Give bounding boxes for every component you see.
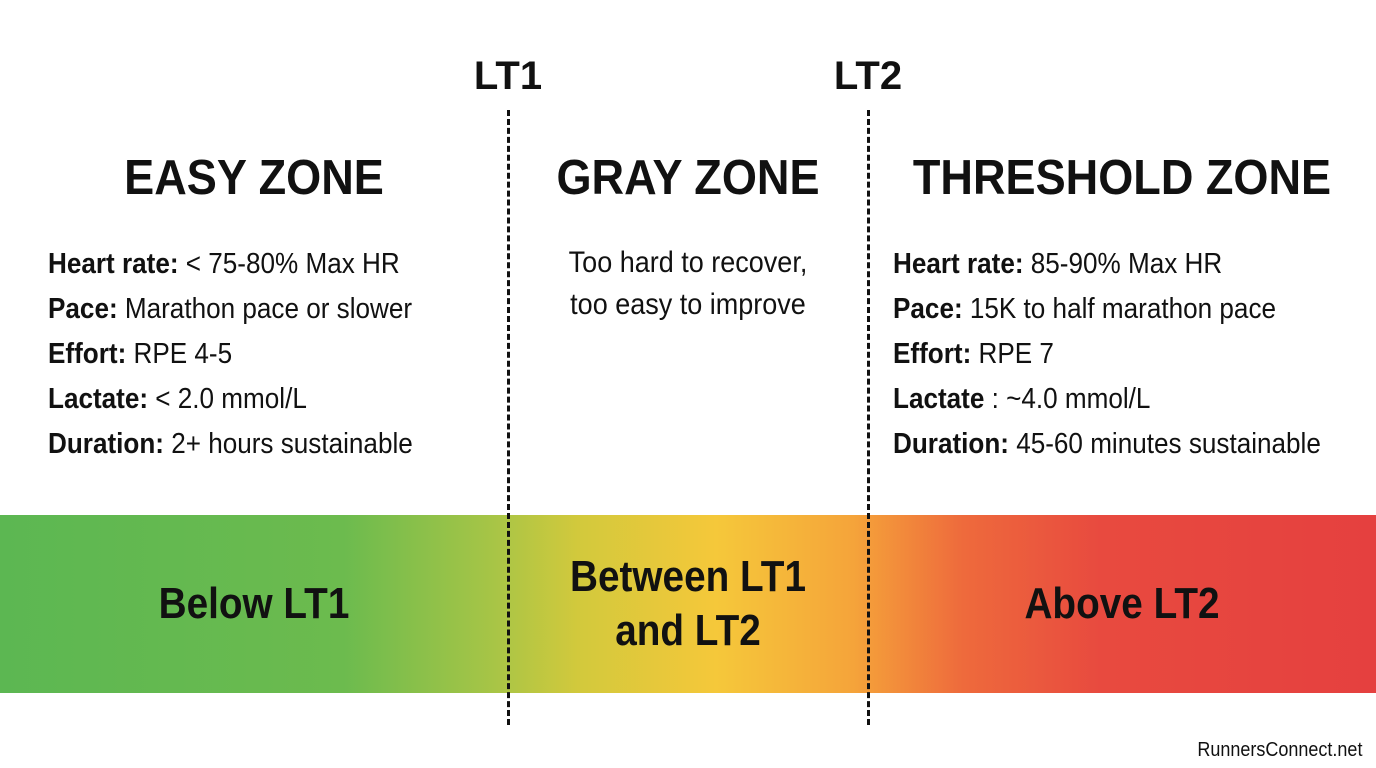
zone-band: Below LT1 Between LT1 and LT2 Above LT2 bbox=[0, 515, 1376, 693]
detail-label: Pace: bbox=[893, 293, 963, 325]
detail-label: Lactate bbox=[893, 383, 985, 415]
band-label-line: Below LT1 bbox=[158, 579, 350, 628]
detail-row: Pace: Marathon pace or slower bbox=[48, 287, 413, 332]
zone-description: Too hard to recover, too easy to improve bbox=[526, 242, 850, 326]
detail-value: 2+ hours sustainable bbox=[171, 428, 413, 460]
detail-label: Effort: bbox=[48, 338, 127, 370]
zone-title: EASY ZONE bbox=[124, 151, 384, 205]
threshold-label: LT1 bbox=[473, 54, 543, 98]
band-label: Above LT2 bbox=[898, 577, 1345, 631]
detail-row: Duration: 2+ hours sustainable bbox=[48, 422, 413, 467]
detail-value: : ~4.0 mmol/L bbox=[991, 383, 1151, 415]
band-label-line: and LT2 bbox=[615, 606, 761, 655]
detail-label: Lactate: bbox=[48, 383, 149, 415]
detail-label: Effort: bbox=[893, 338, 972, 370]
detail-label: Pace: bbox=[48, 293, 118, 325]
detail-value: 85-90% Max HR bbox=[1030, 248, 1223, 280]
threshold-line bbox=[867, 110, 870, 725]
band-label: Below LT1 bbox=[30, 577, 477, 631]
detail-value: < 75-80% Max HR bbox=[185, 248, 400, 280]
detail-label: Heart rate: bbox=[48, 248, 179, 280]
detail-row: Duration: 45-60 minutes sustainable bbox=[893, 422, 1321, 467]
detail-row: Lactate: ~4.0 mmol/L bbox=[893, 377, 1321, 422]
detail-row: Heart rate: < 75-80% Max HR bbox=[48, 242, 413, 287]
detail-row: Heart rate: 85-90% Max HR bbox=[893, 242, 1321, 287]
detail-row: Pace: 15K to half marathon pace bbox=[893, 287, 1321, 332]
zone-details: Heart rate: < 75-80% Max HR Pace: Marathon … bbox=[48, 242, 413, 467]
zone-details: Heart rate: 85-90% Max HR Pace: 15K to half… bbox=[893, 242, 1321, 467]
description-line: too easy to improve bbox=[570, 288, 806, 321]
zone-title: GRAY ZONE bbox=[556, 151, 820, 205]
zone-title: THRESHOLD ZONE bbox=[912, 151, 1332, 205]
band-label: Between LT1 and LT2 bbox=[530, 550, 847, 658]
detail-value: Marathon pace or slower bbox=[124, 293, 413, 325]
detail-value: RPE 4-5 bbox=[133, 338, 233, 370]
detail-label: Heart rate: bbox=[893, 248, 1024, 280]
footer: RunnersConnect.net bbox=[1196, 739, 1362, 761]
threshold-line bbox=[507, 110, 510, 725]
band-label-line: Above LT2 bbox=[1024, 579, 1220, 628]
detail-value: < 2.0 mmol/L bbox=[155, 383, 307, 415]
detail-row: Effort: RPE 7 bbox=[893, 332, 1321, 377]
detail-label: Duration: bbox=[893, 428, 1009, 460]
detail-value: RPE 7 bbox=[978, 338, 1054, 370]
detail-label: Duration: bbox=[48, 428, 164, 460]
detail-value: 15K to half marathon pace bbox=[969, 293, 1277, 325]
detail-row: Effort: RPE 4-5 bbox=[48, 332, 413, 377]
description-line: Too hard to recover, bbox=[568, 246, 808, 279]
threshold-label: LT2 bbox=[833, 54, 903, 98]
detail-value: 45-60 minutes sustainable bbox=[1016, 428, 1321, 460]
detail-row: Lactate: < 2.0 mmol/L bbox=[48, 377, 413, 422]
band-label-line: Between LT1 bbox=[570, 552, 806, 601]
